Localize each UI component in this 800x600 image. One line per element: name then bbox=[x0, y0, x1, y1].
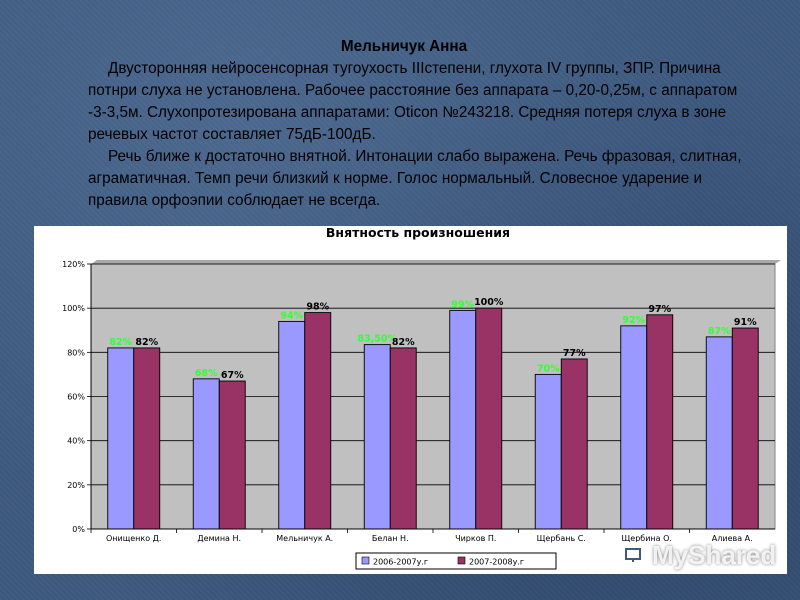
category-label: Онищенко Д. bbox=[106, 534, 161, 543]
diagnosis-paragraph: Двусторонняя нейросенсорная тугоухость I… bbox=[88, 60, 738, 143]
y-tick-label: 0% bbox=[72, 525, 85, 534]
bar-2007-2008у.г bbox=[646, 314, 674, 530]
category-label: Белан Н. bbox=[372, 534, 409, 543]
watermark-text: MyShared bbox=[652, 539, 777, 570]
data-label: 67% bbox=[221, 370, 244, 381]
bar-2006-2007у.г bbox=[107, 347, 135, 530]
category-label: Мельничук А. bbox=[276, 534, 333, 543]
category-label: Алиева А. bbox=[712, 534, 753, 543]
y-tick-label: 60% bbox=[67, 393, 85, 402]
legend-swatch bbox=[457, 556, 466, 565]
legend-label: 2006-2007у.г bbox=[373, 558, 428, 567]
data-label: 94% bbox=[280, 310, 303, 321]
data-label: 82% bbox=[392, 337, 415, 348]
data-label: 92% bbox=[622, 315, 645, 326]
y-tick-label: 80% bbox=[67, 348, 85, 357]
data-label: 70% bbox=[537, 363, 560, 374]
bar-2006-2007у.г bbox=[363, 344, 391, 530]
bar-2007-2008у.г bbox=[133, 347, 161, 530]
speech-paragraph: Речь ближе к достаточно внятной. Интонац… bbox=[88, 148, 742, 209]
data-label: 97% bbox=[648, 304, 671, 315]
chart-title: Внятность произношения bbox=[326, 226, 510, 240]
category-label: Щербань С. bbox=[537, 534, 586, 543]
data-label: 77% bbox=[563, 348, 586, 359]
data-label: 68% bbox=[195, 368, 218, 379]
data-label: 91% bbox=[734, 317, 757, 328]
data-label: 82% bbox=[135, 337, 158, 348]
slide-description: Мельничук Анна Двусторонняя нейросенсорн… bbox=[88, 36, 760, 212]
bar-2006-2007у.г bbox=[620, 325, 648, 530]
y-tick-label: 100% bbox=[62, 304, 85, 313]
category-label: Чирков П. bbox=[455, 534, 496, 543]
student-name: Мельничук Анна bbox=[340, 38, 468, 55]
plot-top-wall bbox=[91, 260, 781, 264]
slideshow-icon bbox=[620, 542, 646, 568]
legend-label: 2007-2008у.г bbox=[469, 558, 524, 567]
data-label: 98% bbox=[306, 302, 329, 313]
bar-2007-2008у.г bbox=[731, 327, 759, 530]
legend-swatch bbox=[361, 556, 370, 565]
data-label: 99% bbox=[451, 299, 474, 310]
bar-2007-2008у.г bbox=[389, 347, 417, 530]
bar-2006-2007у.г bbox=[192, 378, 220, 530]
y-tick-label: 40% bbox=[67, 437, 85, 446]
category-label: Щербина О. bbox=[622, 534, 672, 543]
data-label: 82% bbox=[109, 337, 132, 348]
bar-2007-2008у.г bbox=[304, 312, 332, 530]
watermark: MyShared bbox=[620, 538, 790, 572]
data-label: 100% bbox=[474, 297, 504, 308]
chart-panel: Внятность произношения 0% 20% 40% 60% 80% 100%… bbox=[34, 226, 787, 574]
data-label: 83,50% bbox=[357, 334, 397, 345]
category-label: Демина Н. bbox=[197, 534, 241, 543]
legend-box bbox=[355, 552, 557, 570]
bar-2006-2007у.г bbox=[449, 309, 477, 530]
bar-2006-2007у.г bbox=[278, 320, 306, 530]
data-label: 87% bbox=[708, 326, 731, 337]
bar-2007-2008у.г bbox=[218, 380, 246, 530]
bar-2006-2007у.г bbox=[534, 373, 562, 530]
bar-2007-2008у.г bbox=[475, 307, 503, 530]
bar-2007-2008у.г bbox=[560, 358, 588, 530]
y-tick-label: 120% bbox=[62, 260, 85, 269]
bar-2006-2007у.г bbox=[705, 336, 733, 530]
bar-chart: Внятность произношения 0% 20% 40% 60% 80% 100%… bbox=[62, 226, 781, 570]
y-tick-label: 20% bbox=[67, 481, 85, 490]
